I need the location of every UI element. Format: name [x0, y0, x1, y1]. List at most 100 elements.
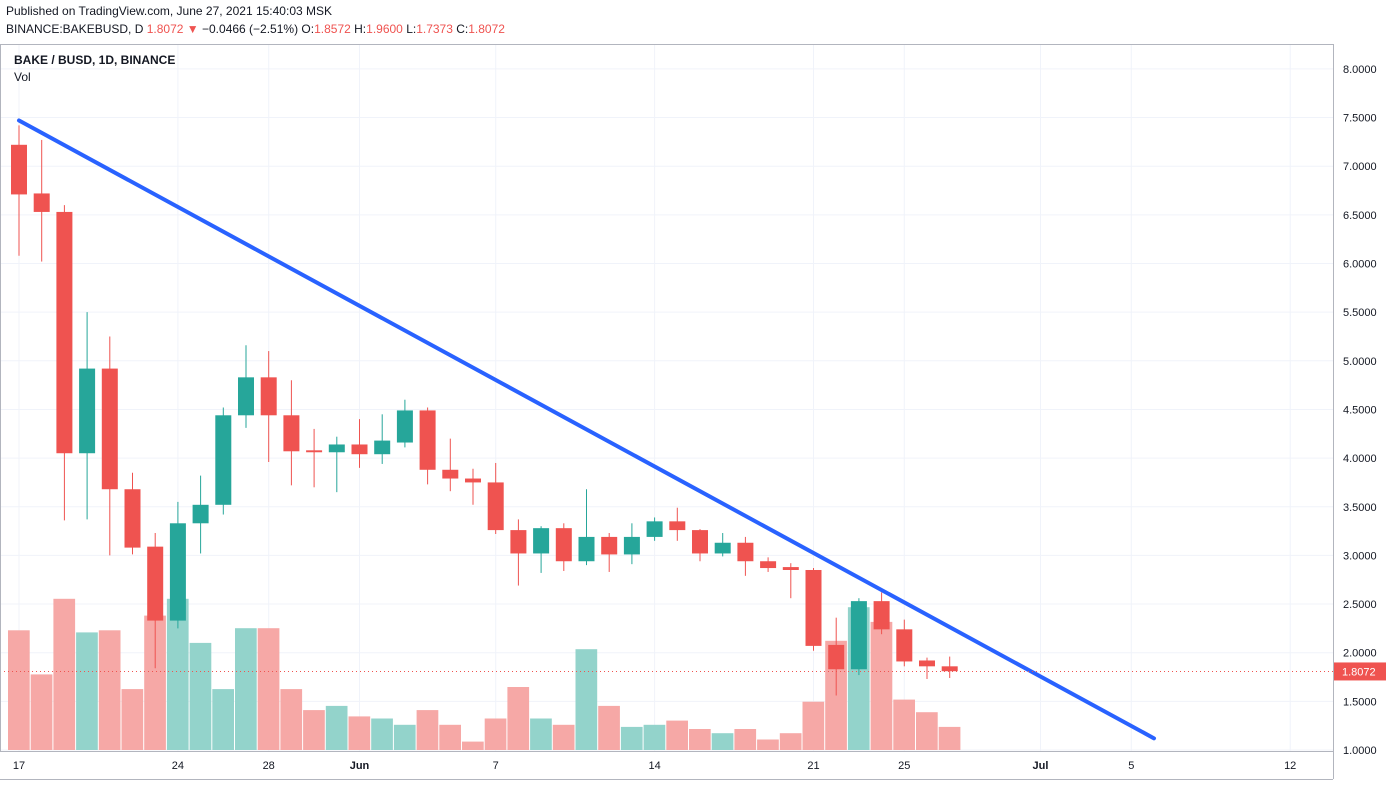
volume-bar: [393, 724, 416, 750]
chart-frame: [0, 44, 1334, 780]
y-tick-label: 1.5000: [1343, 696, 1377, 708]
x-tick-label: 21: [807, 760, 819, 772]
candle-body: [147, 546, 164, 621]
candle-body: [215, 415, 232, 505]
candle-body: [351, 444, 368, 455]
volume-bar: [235, 628, 257, 750]
candle-body: [873, 601, 890, 630]
low-value: 1.7373: [416, 22, 453, 36]
volume-bar: [757, 739, 779, 750]
volume-bar: [303, 710, 325, 750]
candle-body: [737, 542, 754, 562]
candle-body: [896, 629, 913, 662]
y-tick-label: 7.0000: [1343, 161, 1377, 173]
volume-bar: [348, 716, 371, 750]
close-value: 1.8072: [468, 22, 505, 36]
volume-bar: [212, 689, 234, 750]
volume-bar: [76, 632, 98, 750]
volume-bar: [734, 729, 757, 750]
candle-body: [941, 666, 958, 672]
candle-body: [11, 144, 27, 195]
price-axis: 8.0000 7.5000 7.0000 6.5000 6.0000 5.5000 5.00…: [1334, 64, 1386, 757]
trendline: [17, 118, 1156, 741]
volume-bar: [462, 741, 484, 750]
volume-bar: [325, 705, 348, 750]
open-label: O:: [301, 22, 315, 36]
down-arrow-icon: ▼: [186, 22, 199, 36]
y-tick-label: 5.5000: [1343, 307, 1377, 319]
candle-body: [79, 368, 96, 454]
candle-body: [465, 478, 481, 483]
candle-body: [169, 523, 186, 621]
candle-body: [578, 536, 595, 562]
volume-bar: [371, 718, 393, 750]
volume-bar: [620, 726, 643, 750]
candles: [11, 125, 958, 696]
volume-bar: [530, 718, 552, 750]
candle-body: [623, 536, 640, 555]
candle-body: [510, 530, 527, 554]
x-tick-label: 17: [13, 760, 25, 772]
candle-body: [760, 561, 777, 569]
x-tick-label: Jul: [1033, 760, 1049, 772]
current-price-label: 1.8072: [1342, 666, 1376, 678]
candle-body: [533, 528, 550, 554]
x-tick-label: 12: [1284, 760, 1296, 772]
time-axis: 17 24 28 Jun 7 14 21 25 Jul 5 12: [13, 760, 1296, 772]
ohlc-line: BINANCE:BAKEBUSD, D 1.8072 ▼ −0.0466 (−2…: [6, 22, 505, 36]
low-label: L:: [406, 22, 417, 36]
last-price: 1.8072: [146, 22, 184, 36]
candle-body: [283, 415, 300, 452]
y-tick-label: 8.0000: [1343, 64, 1377, 76]
candle-body: [33, 193, 50, 212]
y-tick-label: 3.0000: [1343, 550, 1377, 562]
y-tick-label: 4.5000: [1343, 404, 1377, 416]
volume-bar: [893, 699, 915, 750]
x-tick-label: 25: [898, 760, 910, 772]
candle-body: [101, 368, 118, 490]
chart-legend: BAKE / BUSD, 1D, BINANCE Vol: [14, 53, 175, 84]
volume-bar: [598, 705, 620, 750]
candle-body: [328, 444, 345, 453]
high-label: H:: [354, 22, 367, 36]
volume-bar: [8, 630, 30, 750]
volume-bar: [416, 710, 439, 750]
x-tick-label: 7: [493, 760, 499, 772]
volume-bar: [552, 724, 575, 750]
candle-body: [374, 440, 391, 455]
candle-body: [805, 569, 822, 646]
candle-body: [919, 660, 935, 667]
y-tick-label: 4.0000: [1343, 453, 1377, 465]
volume-bar: [916, 712, 938, 750]
volume-bar: [144, 615, 166, 750]
y-tick-label: 1.0000: [1343, 745, 1377, 757]
x-tick-label: Jun: [350, 760, 370, 772]
x-tick-label: 28: [263, 760, 275, 772]
symbol-label: BINANCE:BAKEBUSD, D: [6, 22, 144, 36]
candle-body: [124, 489, 141, 548]
trendline-layer: [0, 118, 1333, 741]
candle-body: [442, 469, 459, 479]
volume-bar: [802, 701, 825, 750]
volume-bar: [166, 598, 189, 750]
volume-bar: [711, 733, 734, 750]
legend-title: BAKE / BUSD, 1D, BINANCE: [14, 53, 176, 67]
y-tick-label: 6.0000: [1343, 259, 1377, 271]
candle-body: [714, 542, 731, 554]
volume-bar: [938, 726, 961, 750]
high-value: 1.9600: [366, 22, 403, 36]
candle-body: [646, 521, 663, 537]
candle-body: [396, 410, 413, 443]
legend-volume: Vol: [14, 70, 31, 84]
candle-body: [192, 504, 209, 524]
y-tick-label: 2.5000: [1343, 599, 1377, 611]
volume-bar: [98, 630, 121, 750]
candle-body: [850, 601, 867, 670]
current-price-badge: [1334, 662, 1386, 681]
grid: [0, 44, 1333, 751]
candle-body: [828, 644, 845, 670]
y-tick-label: 2.0000: [1343, 648, 1377, 660]
candle-body: [419, 410, 436, 470]
y-tick-label: 6.5000: [1343, 210, 1377, 222]
